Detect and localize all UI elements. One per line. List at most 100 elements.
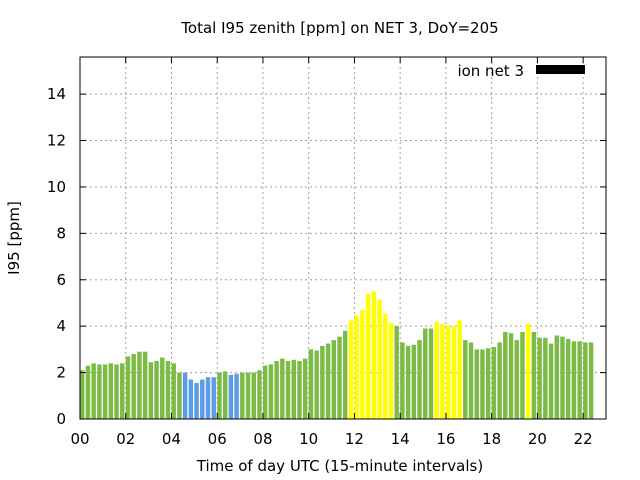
chart-title: Total I95 zenith [ppm] on NET 3, DoY=205 — [180, 19, 498, 37]
bar — [554, 335, 560, 419]
bar — [171, 363, 176, 419]
plot-frame — [79, 56, 607, 420]
bar — [423, 328, 428, 419]
x-tick-label: 08 — [253, 430, 272, 448]
bar — [228, 374, 234, 419]
bar — [531, 331, 537, 419]
bar — [583, 342, 588, 419]
bar — [194, 383, 199, 419]
bar — [188, 379, 194, 419]
bar — [588, 342, 594, 419]
x-tick-labels: 00 02 04 06 08 10 12 14 16 18 20 22 — [70, 430, 592, 448]
legend-swatch — [536, 65, 585, 74]
bar — [520, 331, 525, 419]
bar — [565, 338, 571, 419]
bar — [137, 351, 142, 419]
bar — [182, 372, 188, 419]
x-tick-label: 14 — [391, 430, 410, 448]
tick-marks — [79, 57, 606, 420]
y-tick-label: 2 — [56, 364, 66, 382]
bar — [102, 364, 108, 419]
bar — [257, 370, 262, 419]
bar — [131, 354, 136, 419]
bar — [485, 348, 491, 419]
bar — [97, 364, 102, 419]
bar — [114, 364, 119, 419]
bar — [165, 360, 171, 419]
y-tick-label: 0 — [56, 410, 66, 428]
bar — [222, 371, 228, 419]
bar — [154, 360, 159, 419]
bar — [474, 349, 479, 419]
x-tick-label: 18 — [482, 430, 501, 448]
x-tick-label: 20 — [528, 430, 547, 448]
y-tick-label: 4 — [56, 317, 66, 335]
bar — [525, 323, 531, 419]
y-axis-label: I95 [ppm] — [5, 201, 23, 275]
legend: ion net 3 — [457, 62, 585, 80]
bar — [445, 326, 451, 419]
bar — [405, 345, 411, 419]
bar — [125, 356, 131, 419]
bar — [120, 363, 125, 419]
bar — [371, 291, 377, 419]
bar — [251, 372, 256, 419]
bar — [451, 326, 457, 419]
bar — [285, 360, 291, 419]
bar — [160, 357, 165, 419]
x-tick-label: 10 — [299, 430, 318, 448]
bar — [548, 343, 554, 419]
bar — [348, 320, 354, 419]
bar — [274, 360, 279, 419]
bar — [320, 345, 325, 419]
bar — [571, 341, 577, 419]
bar — [200, 379, 205, 419]
y-tick-label: 8 — [56, 224, 66, 242]
bar — [217, 372, 222, 419]
bar — [148, 362, 154, 419]
x-tick-label: 22 — [574, 430, 593, 448]
bar — [354, 315, 359, 419]
bar — [142, 351, 148, 419]
y-tick-label: 12 — [47, 132, 66, 150]
y-tick-labels: 0 2 4 6 8 10 12 14 — [47, 85, 66, 428]
bar — [343, 330, 348, 419]
y-tick-label: 14 — [47, 85, 66, 103]
bar — [457, 320, 462, 419]
bar — [400, 342, 405, 419]
bar — [331, 340, 337, 419]
bar — [234, 373, 239, 419]
bar — [268, 364, 274, 419]
x-tick-label: 06 — [208, 430, 227, 448]
bar — [417, 340, 422, 419]
bar — [480, 349, 485, 419]
x-tick-label: 04 — [162, 430, 181, 448]
bar — [411, 344, 417, 419]
bar — [240, 372, 245, 419]
x-tick-label: 12 — [345, 430, 364, 448]
bar — [262, 365, 268, 419]
bar — [325, 343, 331, 419]
x-axis-label: Time of day UTC (15-minute intervals) — [196, 457, 483, 475]
bar — [434, 321, 439, 419]
bar — [291, 359, 297, 419]
bar — [297, 360, 302, 419]
bar — [577, 341, 582, 419]
bar — [205, 377, 211, 419]
bar — [463, 340, 468, 419]
bar — [440, 323, 445, 419]
bars — [80, 291, 594, 419]
bar — [177, 372, 182, 419]
bar — [245, 372, 251, 419]
y-tick-label: 10 — [47, 178, 66, 196]
bar — [508, 333, 514, 419]
bar — [302, 358, 308, 419]
bar — [497, 342, 502, 419]
bar — [365, 293, 371, 419]
bar — [108, 363, 114, 419]
bar — [85, 365, 91, 419]
bar — [383, 313, 388, 419]
bar — [280, 358, 285, 419]
bar — [514, 340, 519, 419]
